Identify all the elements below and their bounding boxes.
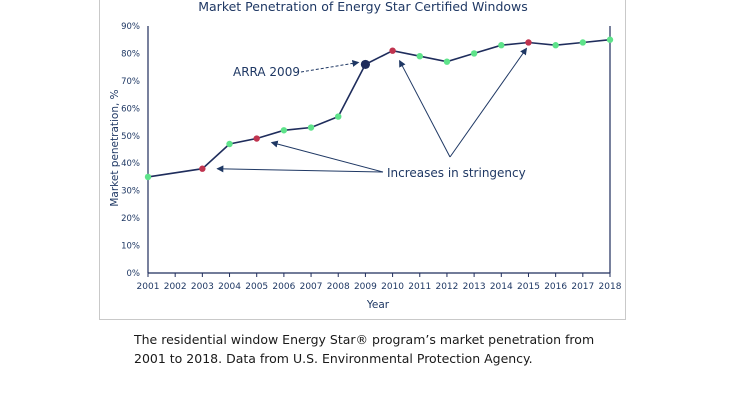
data-point-2009 (360, 59, 371, 70)
y-tick-label: 20% (121, 214, 140, 224)
annotation-arra: ARRA 2009 (233, 65, 300, 79)
data-point-2018 (606, 36, 614, 43)
y-tick-label: 50% (121, 132, 140, 142)
data-point-2003 (199, 165, 206, 172)
x-tick-label: 2009 (354, 282, 377, 292)
y-axis-ticks: 0% 10% 20% 30% 40% 50% 60% 70% 80% 90% (121, 22, 140, 279)
figure-frame: Market Penetration of Energy Star Certif… (99, 0, 626, 320)
data-point-2007 (307, 124, 315, 131)
data-point-2010 (389, 47, 396, 54)
x-tick-label: 2016 (544, 282, 567, 292)
annotations: ARRA 2009 Increases in stringency (216, 47, 528, 180)
x-tick-label: 2004 (218, 282, 241, 292)
x-tick-label: 2005 (245, 282, 268, 292)
figure-caption: The residential window Energy Star® prog… (134, 332, 595, 366)
data-point-2016 (552, 42, 559, 49)
y-tick-label: 70% (121, 77, 140, 87)
data-point-2013 (470, 50, 478, 57)
x-tick-label: 2010 (381, 282, 404, 292)
data-point-2017 (579, 39, 587, 46)
y-tick-label: 60% (121, 104, 140, 114)
arrow-arra (300, 59, 360, 73)
data-point-2011 (416, 52, 423, 60)
data-point-2012 (443, 58, 451, 65)
data-point-2001 (144, 173, 152, 181)
data-point-2014 (498, 42, 505, 49)
x-tick-label: 2008 (327, 282, 350, 292)
chart: Market Penetration of Energy Star Certif… (109, 0, 622, 311)
series-line-group (147, 38, 611, 178)
x-tick-label: 2007 (300, 282, 323, 292)
x-tick-label: 2002 (164, 282, 187, 292)
data-point-2006 (280, 127, 288, 134)
data-point-2005 (253, 135, 260, 142)
arrow-stringency-2005 (270, 140, 384, 173)
y-tick-label: 10% (121, 242, 140, 252)
arrow-stringency-2010 (399, 59, 451, 158)
y-tick-label: 30% (121, 187, 140, 197)
x-tick-label: 2018 (599, 282, 622, 292)
data-points (144, 36, 614, 181)
y-tick-label: 80% (121, 49, 140, 59)
x-tick-label: 2014 (490, 282, 513, 292)
arrow-stringency-2003 (216, 165, 384, 173)
axes (147, 26, 611, 274)
x-tick-label: 2015 (517, 282, 540, 292)
x-axis-label: Year (366, 299, 390, 311)
data-point-2008 (335, 113, 342, 120)
chart-title: Market Penetration of Energy Star Certif… (198, 0, 528, 14)
x-tick-label: 2013 (463, 282, 486, 292)
y-tick-label: 90% (121, 22, 140, 32)
x-axis-ticks: 2001 2002 2003 2004 2005 2006 2007 2008 2009 2010… (137, 273, 622, 292)
arrow-stringency-2015 (449, 47, 528, 158)
data-point-2015 (525, 39, 532, 46)
x-tick-label: 2001 (137, 282, 160, 292)
y-axis-label: Market penetration, % (109, 89, 121, 206)
y-tick-label: 0% (127, 269, 141, 279)
data-point-2004 (226, 140, 233, 148)
x-tick-label: 2017 (571, 282, 594, 292)
x-tick-label: 2012 (435, 282, 458, 292)
x-tick-label: 2011 (408, 282, 431, 292)
series-line (147, 38, 611, 178)
annotation-stringency: Increases in stringency (387, 166, 526, 180)
x-tick-label: 2006 (272, 282, 295, 292)
y-tick-label: 40% (121, 159, 140, 169)
x-tick-label: 2003 (191, 282, 214, 292)
